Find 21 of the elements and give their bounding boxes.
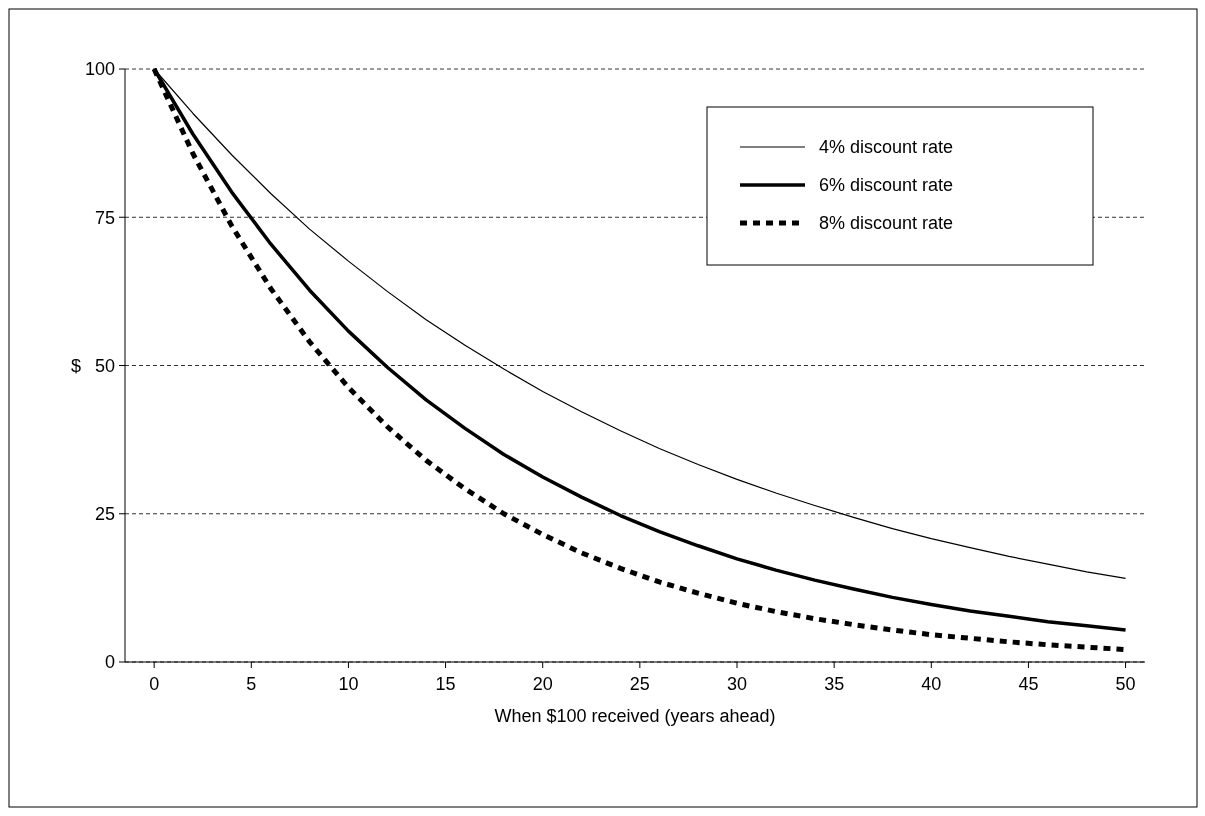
legend-label: 6% discount rate <box>819 175 954 196</box>
x-tick-label: 30 <box>726 674 748 694</box>
legend-label: 4% discount rate <box>819 137 954 158</box>
x-tick-label: 35 <box>824 674 845 694</box>
x-tick-label: 45 <box>1018 674 1039 694</box>
x-tick-label: 40 <box>921 674 942 694</box>
y-tick-label: 0 <box>104 652 115 673</box>
x-tick-label: 20 <box>532 674 553 694</box>
y-tick-label: 100 <box>84 59 115 80</box>
x-tick-label: 50 <box>1115 674 1136 694</box>
x-tick-label: 10 <box>338 674 359 694</box>
y-axis-title: $ <box>70 355 82 376</box>
x-tick-label: 0 <box>149 674 160 694</box>
x-tick-label: 15 <box>435 674 456 694</box>
y-tick-label: 25 <box>94 504 115 525</box>
y-tick-label: 50 <box>94 355 115 376</box>
x-tick-label: 25 <box>629 674 650 694</box>
y-tick-label: 75 <box>94 207 115 228</box>
x-tick-label: 5 <box>246 674 257 694</box>
legend-label: 8% discount rate <box>819 213 954 234</box>
x-axis-title: When $100 received (years ahead) <box>494 706 776 726</box>
